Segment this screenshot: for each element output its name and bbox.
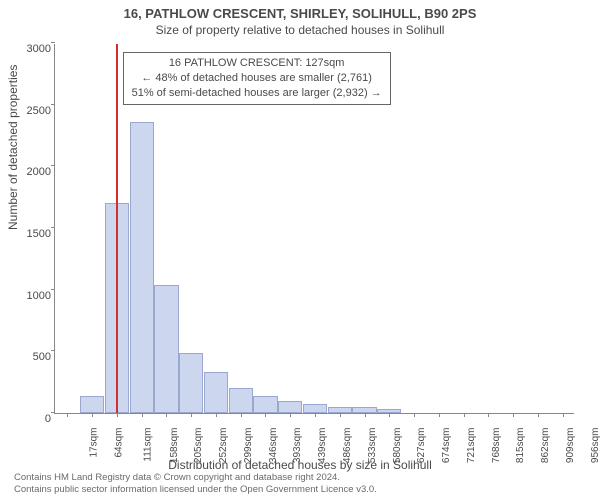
x-tick-label: 64sqm (114, 428, 125, 458)
histogram-bar (204, 372, 228, 413)
y-tick-mark (51, 165, 55, 166)
footer-line-1: Contains HM Land Registry data © Crown c… (14, 472, 377, 484)
y-axis-label: Number of detached properties (6, 65, 20, 230)
x-tick-mark (142, 413, 143, 417)
x-tick-mark (464, 413, 465, 417)
x-tick-mark (315, 413, 316, 417)
histogram-bar (229, 388, 253, 413)
y-tick-mark (51, 350, 55, 351)
footer-line-2: Contains public sector information licen… (14, 484, 377, 496)
histogram-bar (179, 353, 203, 413)
annotation-line: 51% of semi-detached houses are larger (… (132, 86, 382, 101)
x-tick-mark (191, 413, 192, 417)
y-tick-mark (51, 412, 55, 413)
annotation-line: 16 PATHLOW CRESCENT: 127sqm (132, 56, 382, 71)
annotation-box: 16 PATHLOW CRESCENT: 127sqm← 48% of deta… (123, 52, 391, 105)
y-tick-label: 1500 (15, 228, 51, 240)
page-title: 16, PATHLOW CRESCENT, SHIRLEY, SOLIHULL,… (0, 0, 600, 21)
y-tick-label: 1000 (15, 290, 51, 302)
x-tick-mark (389, 413, 390, 417)
x-tick-mark (67, 413, 68, 417)
plot-area: 05001000150020002500300017sqm64sqm111sqm… (54, 44, 574, 414)
y-tick-label: 500 (15, 351, 51, 363)
x-tick-mark (340, 413, 341, 417)
property-marker-line (116, 44, 118, 413)
histogram-bar (303, 404, 327, 413)
y-tick-label: 0 (15, 413, 51, 425)
y-tick-mark (51, 104, 55, 105)
x-tick-mark (365, 413, 366, 417)
x-tick-mark (488, 413, 489, 417)
x-tick-label: 17sqm (89, 428, 100, 458)
y-tick-mark (51, 227, 55, 228)
x-tick-mark (290, 413, 291, 417)
x-tick-mark (241, 413, 242, 417)
page-subtitle: Size of property relative to detached ho… (0, 21, 600, 37)
histogram-bar (80, 396, 104, 413)
histogram-bar (154, 285, 178, 413)
y-tick-mark (51, 289, 55, 290)
x-tick-mark (166, 413, 167, 417)
y-tick-label: 3000 (15, 43, 51, 55)
x-tick-mark (414, 413, 415, 417)
x-tick-mark (117, 413, 118, 417)
annotation-line: ← 48% of detached houses are smaller (2,… (132, 71, 382, 86)
x-tick-mark (513, 413, 514, 417)
x-tick-mark (92, 413, 93, 417)
chart-container: 05001000150020002500300017sqm64sqm111sqm… (54, 44, 574, 414)
x-tick-mark (538, 413, 539, 417)
x-tick-mark (216, 413, 217, 417)
histogram-bar (130, 122, 154, 413)
y-tick-mark (51, 42, 55, 43)
y-tick-label: 2000 (15, 166, 51, 178)
x-tick-label: 111sqm (142, 428, 153, 462)
footer-attribution: Contains HM Land Registry data © Crown c… (14, 472, 377, 496)
x-tick-mark (563, 413, 564, 417)
y-tick-label: 2500 (15, 105, 51, 117)
histogram-bar (278, 401, 302, 413)
x-tick-mark (265, 413, 266, 417)
x-axis-label: Distribution of detached houses by size … (0, 458, 600, 472)
histogram-bar (253, 396, 277, 413)
x-tick-mark (439, 413, 440, 417)
